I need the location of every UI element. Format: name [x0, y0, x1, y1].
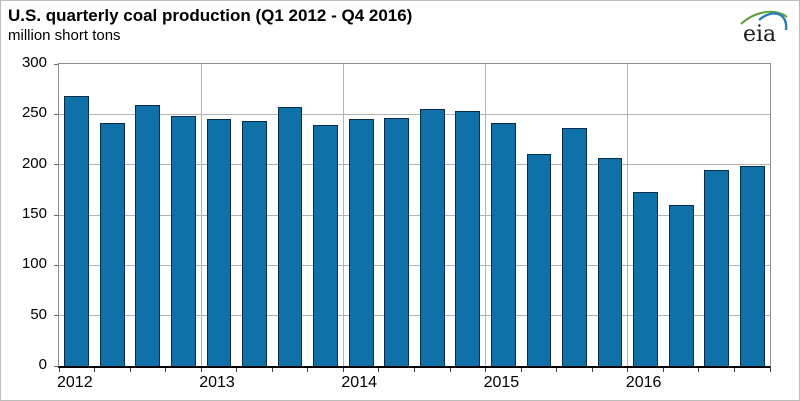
x-tick: [129, 368, 131, 372]
bar-q1-2015: [490, 123, 516, 366]
bar-q1-2013: [206, 119, 232, 366]
x-axis-label-2014: 2014: [341, 374, 377, 391]
x-tick: [627, 368, 629, 372]
bar-q3-2016: [704, 169, 730, 366]
x-axis-label-2013: 2013: [199, 374, 235, 391]
x-tick: [307, 368, 309, 372]
bar-q1-2016: [633, 191, 658, 366]
chart-units-label: million short tons: [8, 27, 121, 44]
x-tick: [342, 368, 344, 372]
year-gridline-2014: [342, 64, 344, 366]
x-tick: [698, 368, 700, 372]
y-tick-300: [54, 63, 58, 65]
bar-q3-2013: [277, 107, 303, 366]
x-tick: [236, 368, 238, 372]
y-tick-250: [54, 113, 58, 115]
x-tick: [58, 368, 60, 372]
gridline-250: [59, 113, 770, 115]
bar-q2-2013: [242, 121, 267, 366]
gridline-100: [59, 264, 770, 266]
x-tick: [271, 368, 273, 372]
bar-q1-2012: [64, 96, 90, 366]
x-tick: [591, 368, 593, 372]
bar-q2-2016: [668, 204, 694, 366]
bar-q4-2014: [455, 111, 481, 366]
bar-q2-2012: [99, 123, 125, 366]
y-axis-label-300: 300: [21, 54, 47, 71]
y-tick-150: [54, 214, 58, 216]
y-tick-0: [54, 365, 58, 367]
eia-logo-blue-arc: [758, 12, 788, 31]
y-tick-200: [54, 164, 58, 166]
chart-title: U.S. quarterly coal production (Q1 2012 …: [8, 6, 413, 25]
eia-logo-green-arc: [740, 10, 788, 25]
y-axis-label-150: 150: [21, 205, 47, 222]
year-gridline-2015: [485, 64, 487, 366]
x-axis-label-2012: 2012: [57, 374, 93, 391]
y-tick-50: [54, 315, 58, 317]
bar-q3-2014: [419, 109, 445, 366]
bar-q1-2014: [348, 119, 374, 366]
gridline-50: [59, 315, 770, 317]
year-gridline-2013: [200, 64, 202, 366]
bar-q4-2013: [313, 125, 339, 366]
gridline-200: [59, 164, 770, 166]
y-axis-label-200: 200: [21, 154, 47, 172]
gridline-150: [59, 214, 770, 216]
x-tick: [200, 368, 202, 372]
x-tick: [769, 368, 771, 372]
y-axis-label-50: 50: [30, 305, 47, 323]
x-tick: [662, 368, 664, 372]
year-gridline-2016: [627, 64, 629, 366]
bar-q4-2016: [739, 165, 765, 366]
y-axis-label-250: 250: [21, 104, 47, 122]
x-tick: [378, 368, 380, 372]
eia-logo-text: eia: [743, 22, 776, 47]
bar-q3-2015: [562, 128, 587, 366]
x-tick: [94, 368, 95, 372]
x-tick: [414, 368, 415, 372]
y-axis-label-0: 0: [38, 356, 47, 373]
x-tick: [165, 368, 167, 372]
bar-q2-2015: [526, 153, 552, 366]
x-tick: [485, 368, 487, 372]
x-axis-label-2016: 2016: [625, 374, 662, 391]
y-tick-100: [54, 264, 58, 266]
x-tick: [449, 368, 451, 372]
x-tick: [733, 368, 735, 372]
bar-q4-2015: [597, 157, 623, 366]
bar-q4-2012: [171, 116, 196, 366]
x-tick: [556, 368, 558, 372]
x-tick: [520, 368, 522, 372]
eia-logo: eia: [740, 10, 788, 47]
x-axis-label-2015: 2015: [483, 374, 520, 391]
bar-q3-2012: [135, 105, 161, 366]
y-axis-label-100: 100: [21, 255, 47, 273]
bar-q2-2014: [384, 118, 410, 366]
plot-area: [54, 63, 771, 372]
